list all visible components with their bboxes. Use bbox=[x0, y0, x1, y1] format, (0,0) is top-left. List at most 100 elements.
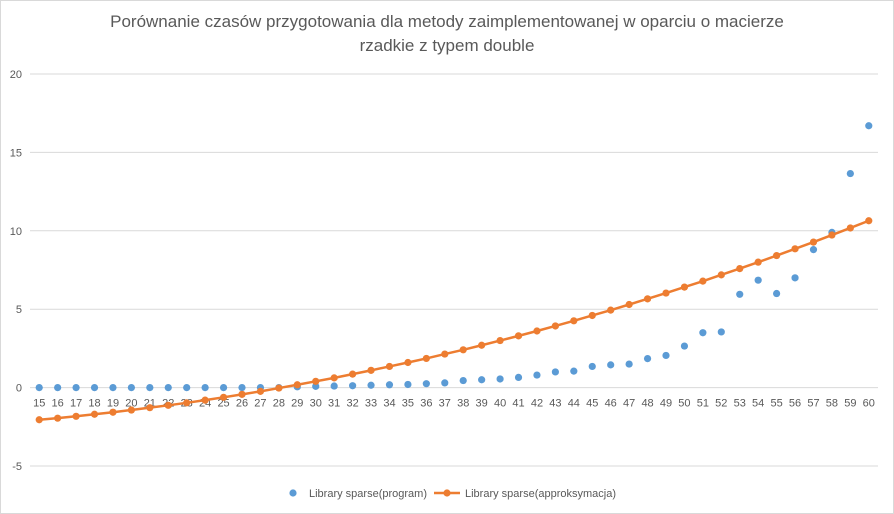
data-point bbox=[219, 384, 228, 392]
series-layer bbox=[35, 122, 873, 424]
data-point bbox=[717, 271, 725, 279]
x-tick-label: 32 bbox=[346, 398, 358, 410]
data-point bbox=[865, 122, 873, 130]
data-point bbox=[680, 283, 689, 291]
data-point bbox=[441, 350, 449, 358]
data-point bbox=[35, 416, 43, 424]
legend: Library sparse(program) Library sparse(ap… bbox=[289, 488, 616, 500]
data-point bbox=[164, 384, 172, 392]
data-point bbox=[773, 289, 781, 298]
data-point bbox=[146, 384, 154, 392]
data-point bbox=[533, 371, 541, 379]
chart-title: Porównanie czasów przygotowania dla meto… bbox=[0, 10, 894, 58]
x-tick-label: 55 bbox=[770, 398, 782, 410]
data-point bbox=[846, 169, 854, 178]
data-point bbox=[514, 373, 523, 382]
data-point bbox=[109, 408, 117, 416]
data-point bbox=[72, 384, 80, 392]
data-point bbox=[54, 384, 62, 392]
y-tick-label: 10 bbox=[10, 226, 22, 238]
x-tick-label: 17 bbox=[70, 398, 82, 410]
data-point bbox=[607, 361, 615, 369]
series-2 bbox=[35, 217, 873, 424]
data-point bbox=[865, 217, 873, 225]
x-tick-label: 47 bbox=[623, 398, 635, 410]
data-point bbox=[662, 289, 670, 297]
data-point bbox=[680, 342, 689, 350]
x-tick-label: 20 bbox=[125, 398, 137, 410]
x-tick-label: 57 bbox=[807, 398, 819, 410]
x-tick-label: 48 bbox=[641, 398, 653, 410]
data-point bbox=[256, 387, 265, 395]
data-point bbox=[330, 382, 338, 390]
data-point bbox=[496, 336, 504, 345]
data-point bbox=[828, 231, 836, 239]
data-point bbox=[736, 290, 744, 298]
data-point bbox=[35, 384, 43, 392]
data-point bbox=[367, 381, 375, 389]
x-tick-label: 52 bbox=[715, 398, 727, 410]
data-point bbox=[219, 393, 228, 401]
y-tick-label: 0 bbox=[16, 383, 22, 395]
data-point bbox=[201, 396, 209, 404]
y-tick-label: 5 bbox=[16, 304, 22, 316]
data-point bbox=[773, 251, 781, 260]
data-point bbox=[404, 358, 412, 367]
data-point bbox=[90, 384, 99, 392]
data-point bbox=[385, 362, 394, 371]
data-point bbox=[183, 384, 191, 392]
x-tick-label: 37 bbox=[439, 398, 451, 410]
data-point bbox=[699, 277, 707, 285]
data-point bbox=[349, 382, 357, 390]
data-point bbox=[754, 276, 762, 284]
data-point bbox=[736, 264, 744, 273]
x-tick-label: 33 bbox=[365, 398, 377, 410]
data-point bbox=[312, 382, 320, 390]
data-point bbox=[791, 245, 799, 253]
y-tick-label: -5 bbox=[12, 461, 22, 473]
data-point bbox=[459, 376, 467, 385]
data-point bbox=[551, 368, 559, 376]
data-point bbox=[643, 295, 652, 303]
x-tick-label: 54 bbox=[752, 398, 764, 410]
x-tick-label: 53 bbox=[734, 398, 746, 410]
data-point bbox=[846, 224, 854, 232]
data-point bbox=[275, 384, 283, 392]
x-tick-label: 51 bbox=[697, 398, 709, 410]
data-point bbox=[570, 367, 578, 375]
x-tick-label: 40 bbox=[494, 398, 506, 410]
data-point bbox=[514, 332, 523, 340]
x-tick-label: 41 bbox=[512, 398, 524, 410]
data-point bbox=[588, 311, 596, 320]
x-tick-label: 56 bbox=[789, 398, 801, 410]
data-point bbox=[809, 246, 818, 254]
data-point bbox=[330, 374, 338, 382]
x-tick-label: 31 bbox=[328, 398, 340, 410]
x-tick-label: 42 bbox=[531, 398, 543, 410]
y-axis-ticks: -5 0 5 10 15 20 bbox=[10, 69, 22, 473]
x-tick-label: 19 bbox=[107, 398, 119, 410]
data-point bbox=[422, 380, 430, 388]
x-tick-label: 36 bbox=[420, 398, 432, 410]
x-tick-label: 46 bbox=[605, 398, 617, 410]
x-axis-ticks: 1516171819202122232425262728293031323334… bbox=[33, 398, 875, 410]
x-tick-label: 45 bbox=[586, 398, 598, 410]
x-tick-label: 43 bbox=[549, 398, 561, 410]
x-tick-label: 60 bbox=[863, 398, 875, 410]
legend-marker-approx bbox=[443, 489, 451, 497]
data-point bbox=[643, 354, 652, 363]
data-point bbox=[441, 379, 449, 387]
chart-title-line1: Porównanie czasów przygotowania dla meto… bbox=[110, 12, 784, 31]
data-point bbox=[127, 406, 135, 414]
x-tick-label: 35 bbox=[402, 398, 414, 410]
x-tick-label: 59 bbox=[844, 398, 856, 410]
x-tick-label: 39 bbox=[476, 398, 488, 410]
data-point bbox=[699, 329, 707, 337]
data-point bbox=[72, 412, 80, 420]
y-tick-label: 15 bbox=[10, 147, 22, 159]
data-point bbox=[478, 376, 486, 384]
data-point bbox=[367, 366, 375, 374]
data-point bbox=[717, 328, 725, 336]
x-tick-label: 50 bbox=[678, 398, 690, 410]
data-point bbox=[625, 300, 633, 309]
